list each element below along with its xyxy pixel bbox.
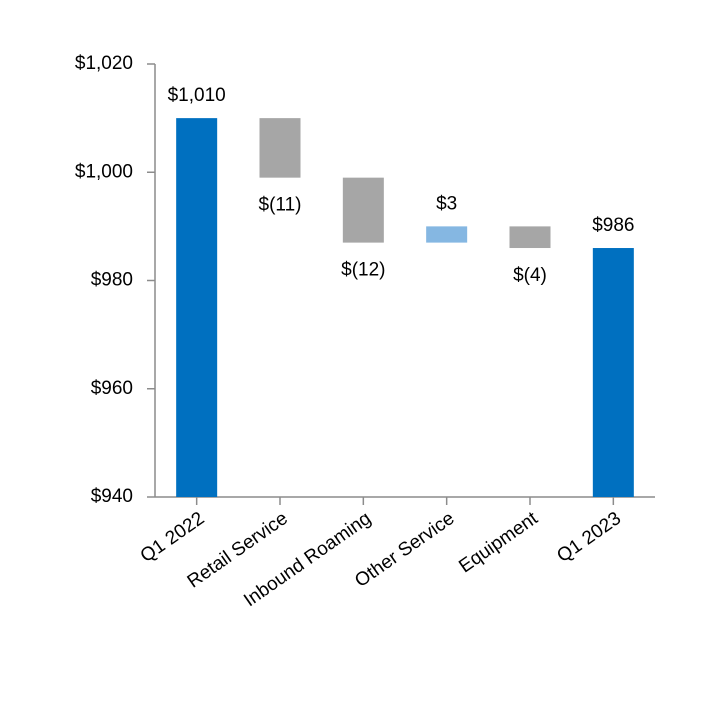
bar xyxy=(592,248,634,497)
y-tick-label: $980 xyxy=(91,270,133,291)
bar xyxy=(176,118,218,497)
y-tick-label: $940 xyxy=(91,486,133,507)
x-tick-label: Equipment xyxy=(455,508,542,578)
value-label: $(4) xyxy=(513,265,547,286)
x-tick-label: Q1 2022 xyxy=(137,508,209,567)
y-tick-label: $1,020 xyxy=(75,53,133,74)
value-label: $(11) xyxy=(259,195,302,216)
value-label: $1,010 xyxy=(168,85,226,106)
y-tick-label: $960 xyxy=(91,378,133,399)
value-label: $3 xyxy=(436,193,457,214)
x-tick-label: Q1 2023 xyxy=(553,508,625,567)
value-label: $986 xyxy=(592,215,634,236)
y-tick-label: $1,000 xyxy=(75,161,133,182)
bar xyxy=(426,226,468,243)
value-label: $(12) xyxy=(341,260,385,281)
bar xyxy=(509,226,551,249)
bar xyxy=(259,118,301,178)
bar xyxy=(342,177,384,243)
